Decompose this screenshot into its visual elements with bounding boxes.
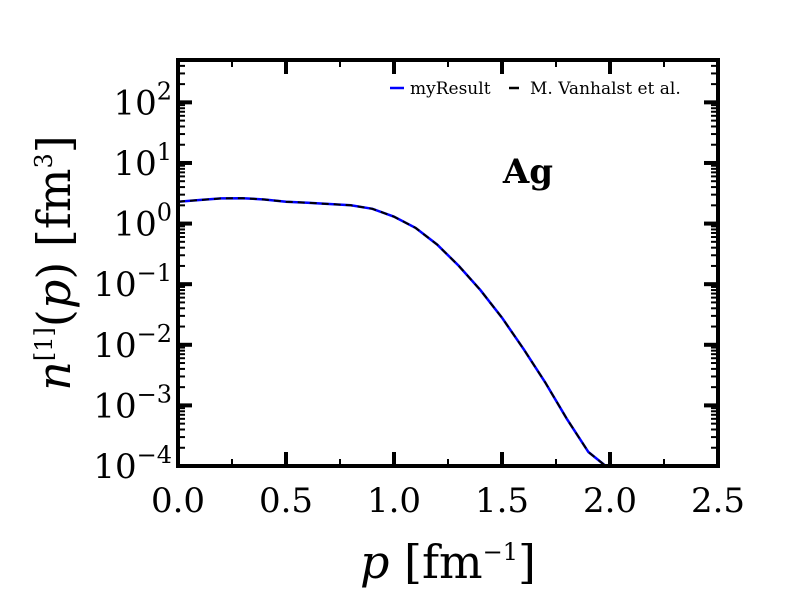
- y-tick-label: 10−3: [93, 380, 172, 426]
- legend: myResult M. Vanhalst et al.: [390, 79, 681, 99]
- y-tick-label: 10−2: [93, 320, 172, 366]
- legend-label-myresult: myResult: [410, 79, 491, 99]
- series-line-1: [177, 197, 607, 467]
- y-tick-labels: 102 101 100 10−1 10−2 10−3 10−4: [93, 77, 172, 487]
- x-tick-label: 2.5: [691, 481, 745, 521]
- x-tick-label: 0.5: [259, 481, 313, 521]
- plot-frame: [176, 58, 720, 468]
- x-tick-label: 1.0: [367, 481, 421, 521]
- x-tick-label: 0.0: [151, 481, 205, 521]
- x-axis-title: p [fm−1]: [360, 535, 536, 589]
- x-tick-label: 1.5: [475, 481, 529, 521]
- y-axis-title: n[1](p) [fm3]: [27, 135, 81, 390]
- series-line-0: [177, 196, 607, 467]
- annotation-label: Ag: [502, 152, 553, 192]
- ticks-layer: [176, 60, 720, 468]
- y-tick-label: 10−1: [93, 259, 172, 305]
- y-tick-label: 102: [113, 77, 172, 123]
- y-tick-label: 101: [113, 138, 172, 184]
- y-tick-label: 10−4: [93, 441, 172, 487]
- legend-label-vanhalst: M. Vanhalst et al.: [530, 79, 681, 99]
- x-tick-label: 2.0: [583, 481, 637, 521]
- y-tick-label: 100: [113, 199, 172, 245]
- x-tick-labels: 0.0 0.5 1.0 1.5 2.0 2.5: [151, 481, 745, 521]
- series-layer: [177, 196, 607, 467]
